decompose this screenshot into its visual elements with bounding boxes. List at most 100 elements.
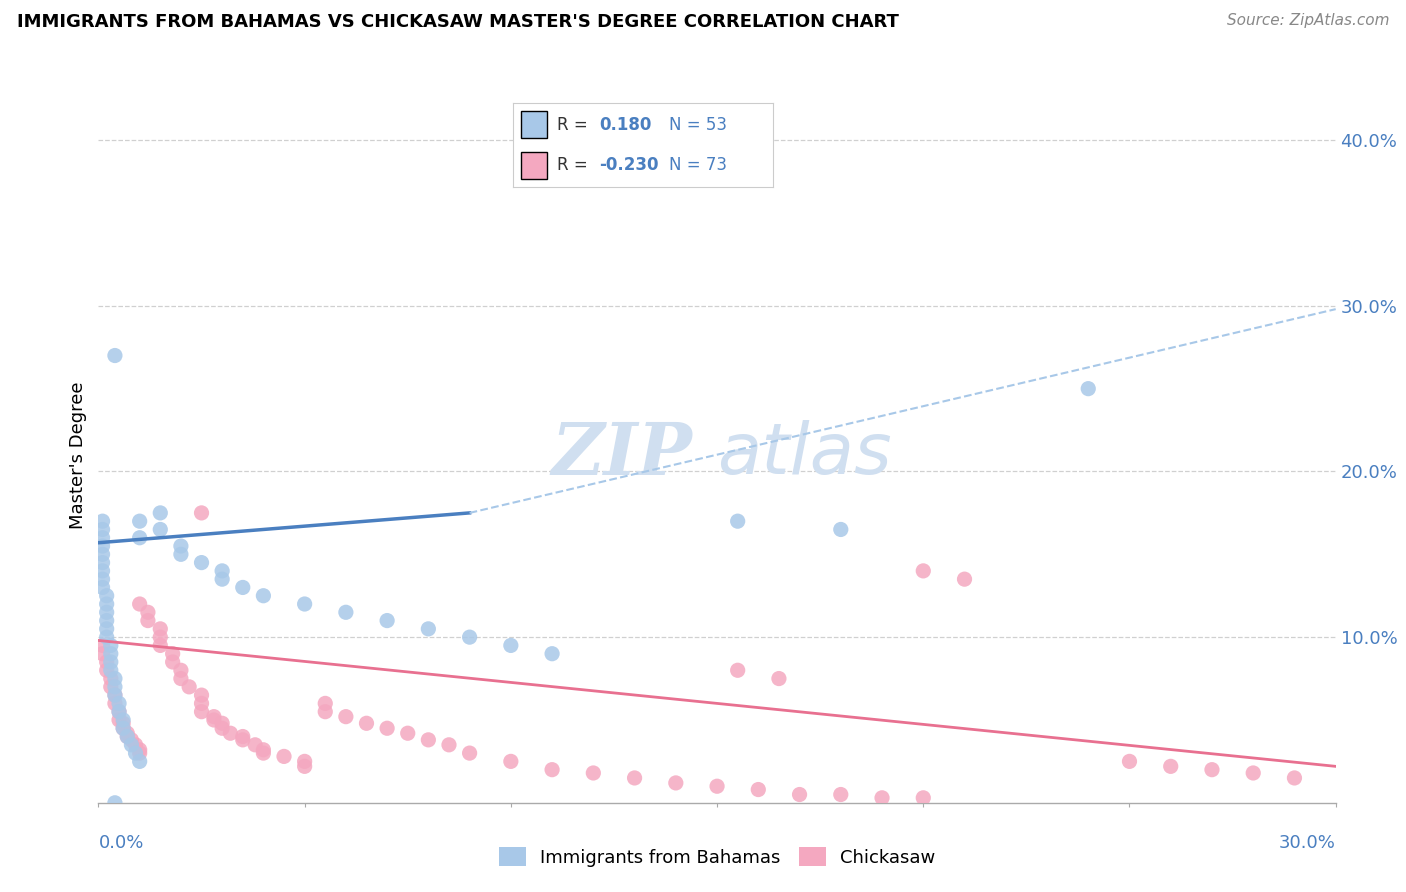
Point [1284, 771, 1306, 785]
Point [294, 759, 316, 773]
Point [149, 506, 172, 520]
Point [356, 716, 378, 731]
Text: N = 73: N = 73 [669, 156, 727, 174]
Point [396, 726, 419, 740]
Point [211, 721, 233, 735]
Point [112, 716, 135, 731]
Point [100, 639, 122, 653]
Point [104, 680, 127, 694]
Point [789, 788, 811, 802]
Point [170, 547, 193, 561]
Point [170, 663, 193, 677]
Legend: Immigrants from Bahamas, Chickasaw: Immigrants from Bahamas, Chickasaw [492, 840, 942, 874]
Point [124, 738, 146, 752]
Point [335, 605, 357, 619]
Point [91, 639, 114, 653]
Point [252, 743, 274, 757]
Point [912, 564, 935, 578]
Point [100, 655, 122, 669]
Text: atlas: atlas [717, 420, 891, 490]
FancyBboxPatch shape [522, 112, 547, 138]
Point [232, 732, 254, 747]
Point [243, 738, 266, 752]
Point [727, 514, 749, 528]
Point [104, 796, 127, 810]
Point [202, 713, 225, 727]
Point [91, 581, 114, 595]
Point [190, 697, 212, 711]
Point [136, 605, 159, 619]
Point [162, 655, 184, 669]
Point [96, 630, 118, 644]
Point [91, 556, 114, 570]
Point [335, 709, 357, 723]
Point [117, 730, 139, 744]
Point [128, 597, 150, 611]
Point [128, 746, 150, 760]
Text: R =: R = [557, 116, 593, 134]
Point [190, 688, 212, 702]
Point [727, 663, 749, 677]
Point [190, 556, 212, 570]
Text: 0.0%: 0.0% [98, 834, 143, 852]
Point [870, 790, 893, 805]
Text: ZIP: ZIP [551, 419, 692, 491]
Point [912, 790, 935, 805]
Point [273, 749, 295, 764]
Point [1160, 759, 1182, 773]
Point [768, 672, 790, 686]
Point [124, 746, 146, 760]
Point [100, 663, 122, 677]
Point [104, 672, 127, 686]
FancyBboxPatch shape [522, 152, 547, 178]
Point [112, 713, 135, 727]
Point [91, 547, 114, 561]
Text: 0.180: 0.180 [599, 116, 651, 134]
Point [120, 738, 142, 752]
Point [314, 697, 336, 711]
Point [418, 622, 440, 636]
Point [375, 614, 398, 628]
Text: Source: ZipAtlas.com: Source: ZipAtlas.com [1226, 13, 1389, 29]
Point [541, 647, 564, 661]
Point [100, 672, 122, 686]
Point [120, 732, 142, 747]
Point [1118, 755, 1140, 769]
Point [96, 622, 118, 636]
Point [104, 688, 127, 702]
Point [190, 705, 212, 719]
Point [91, 523, 114, 537]
Point [252, 589, 274, 603]
Text: R =: R = [557, 156, 593, 174]
Point [706, 779, 728, 793]
Point [128, 755, 150, 769]
Point [830, 788, 852, 802]
Point [747, 782, 769, 797]
Point [1077, 382, 1099, 396]
Point [108, 713, 131, 727]
Point [541, 763, 564, 777]
Point [252, 746, 274, 760]
Point [91, 531, 114, 545]
Point [96, 597, 118, 611]
Point [136, 614, 159, 628]
Point [91, 564, 114, 578]
Point [211, 564, 233, 578]
Point [117, 726, 139, 740]
Point [100, 680, 122, 694]
Point [499, 755, 522, 769]
Point [96, 655, 118, 669]
Point [104, 688, 127, 702]
Point [104, 697, 127, 711]
Point [582, 766, 605, 780]
Point [232, 581, 254, 595]
Point [149, 622, 172, 636]
Point [314, 705, 336, 719]
Text: -0.230: -0.230 [599, 156, 658, 174]
Point [179, 680, 201, 694]
Point [623, 771, 645, 785]
Point [100, 647, 122, 661]
Point [294, 597, 316, 611]
Point [170, 672, 193, 686]
Point [190, 506, 212, 520]
